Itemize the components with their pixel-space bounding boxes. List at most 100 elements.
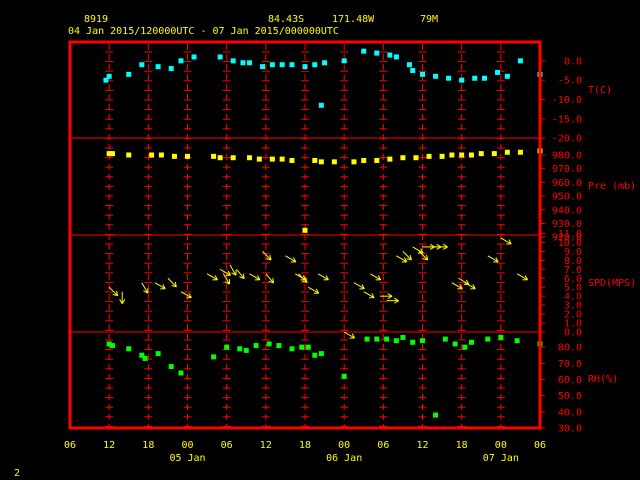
wind-arrow (141, 282, 149, 294)
rh-point (312, 352, 318, 358)
x-tick-label: 06 (221, 440, 233, 451)
y-tick-label: -20.0 (552, 134, 582, 145)
rh-point (462, 344, 468, 350)
temperature-point (217, 54, 223, 60)
rh-point (299, 344, 305, 350)
pressure-point (351, 159, 357, 165)
x-tick-label: 18 (456, 440, 468, 451)
rh-point (276, 343, 282, 349)
rh-point (393, 338, 399, 344)
pressure-point (387, 156, 393, 162)
wind-arrow-head (143, 290, 149, 294)
x-day-label: 07 Jan (483, 453, 519, 464)
temperature-point (341, 58, 347, 64)
wind-arrow (219, 268, 231, 276)
wind-arrow-head (406, 258, 412, 261)
pressure-point (331, 159, 337, 165)
y-tick-label: 60.0 (558, 375, 582, 386)
pressure-point (426, 153, 432, 159)
wind-arrow-head (214, 275, 218, 281)
x-day-label: 06 Jan (326, 453, 362, 464)
pressure-point (158, 152, 164, 158)
temperature-point (178, 58, 184, 64)
wind-arrow (402, 251, 412, 261)
temperature-point (168, 66, 174, 72)
wind-arrow-shaft (219, 268, 231, 276)
y-tick-label: 70.0 (558, 359, 582, 370)
y-tick-label: 950.0 (552, 192, 582, 203)
pressure-point (504, 149, 510, 155)
wind-arrow-shaft (402, 251, 412, 261)
wind-arrow (119, 291, 126, 304)
rh-point (341, 373, 347, 379)
wind-arrow-head (420, 248, 424, 254)
wind-arrow-shaft (262, 251, 272, 261)
rh-point (178, 370, 184, 376)
rh-point (364, 336, 370, 342)
wind-arrow (396, 255, 408, 263)
rh-point (514, 338, 520, 344)
temperature-point (420, 71, 425, 77)
rh-point (168, 364, 174, 370)
x-axis: 06 12 18 00 06 12 18 00 06 12 18 00 06 05 Jan 06 Jan 07… (64, 440, 546, 464)
y-axis-label: T(C) (588, 85, 612, 96)
x-tick-label: 12 (103, 440, 115, 451)
wind-arrow (206, 273, 218, 281)
temperature-point (393, 54, 399, 60)
wind-arrow (380, 293, 393, 300)
wind-arrow (464, 282, 476, 290)
wind-arrow (308, 286, 320, 294)
wind-arrow-head (174, 281, 177, 287)
rh-point (106, 341, 112, 347)
wind-arrow-head (426, 254, 429, 260)
y-tick-label: 80.0 (558, 343, 582, 354)
y-tick-label: 1.0 (564, 319, 582, 330)
temperature-point (472, 75, 478, 81)
rh-point (224, 344, 230, 350)
wind-arrow-shaft (108, 286, 119, 297)
wind-arrow-shaft (229, 264, 237, 276)
pressure-point (106, 151, 112, 157)
wind-arrow-shaft (370, 273, 381, 281)
wind-arrow-shaft (265, 273, 274, 284)
x-tick-label: 12 (416, 440, 428, 451)
pressure-point (109, 151, 115, 157)
temperature-point (139, 62, 145, 68)
wind-arrow (500, 237, 512, 245)
y-axis-label: RH(%) (588, 374, 618, 385)
rh-point (498, 334, 504, 340)
wind-arrow-shaft (396, 255, 408, 263)
wind-arrow-head (302, 275, 307, 281)
pressure-point (211, 153, 217, 159)
temperature-point (155, 64, 161, 70)
temperature-point (387, 52, 393, 58)
wind-arrow (298, 273, 308, 283)
temperature-point (495, 69, 501, 75)
y-tick-label: -5.0 (558, 76, 582, 87)
y-tick-label: 8.0 (564, 256, 582, 267)
temperature-point (361, 48, 367, 54)
header-latitude: 84.43S (268, 14, 304, 25)
wind-arrow (412, 246, 424, 254)
wind-arrow-head (266, 258, 272, 261)
temperature-point (504, 73, 510, 79)
y-tick-label: 9.0 (564, 247, 582, 258)
y-tick-label: 30.0 (558, 424, 582, 435)
rh-point (384, 336, 390, 342)
wind-arrow-head (272, 277, 275, 284)
y-tick-label: 920.0 (552, 233, 582, 244)
wind-arrow-head (301, 280, 308, 283)
pressure-point (289, 157, 295, 163)
pressure-point (149, 152, 155, 158)
y-tick-label: 970.0 (552, 164, 582, 175)
wind-arrow (343, 331, 355, 339)
temperature-point (269, 62, 275, 68)
x-tick-label: 18 (142, 440, 154, 451)
wind-arrow-head (224, 281, 230, 285)
wind-arrow-head (257, 275, 261, 281)
wind-arrow-head (268, 280, 274, 284)
rh-point (485, 336, 491, 342)
rh-point (243, 347, 249, 353)
wind-arrow-shaft (500, 237, 512, 245)
